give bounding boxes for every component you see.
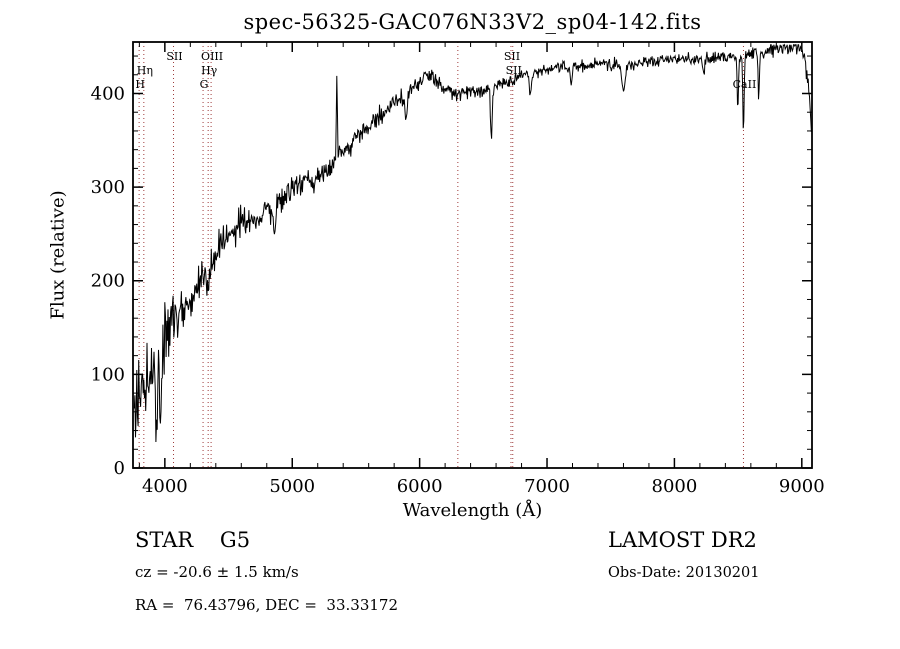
line-marker-label: H [135,78,145,91]
x-tick-label: 8000 [652,476,698,497]
line-marker-label: SII [504,50,520,63]
y-tick-label: 100 [91,364,125,385]
x-tick-label: 4000 [142,476,188,497]
y-tick-label: 400 [91,83,125,104]
y-tick-label: 200 [91,271,125,292]
line-marker-label: Hγ [201,64,218,77]
line-marker-label: G [200,78,209,91]
x-tick-label: 5000 [269,476,315,497]
y-tick-label: 300 [91,177,125,198]
survey-text: LAMOST DR2 [608,528,757,552]
line-marker-label: SII [166,50,182,63]
x-tick-label: 9000 [779,476,825,497]
classification-text: STAR G5 [135,528,251,552]
obs-date-text: Obs-Date: 20130201 [608,565,760,581]
y-axis-label: Flux (relative) [47,190,69,320]
y-tick-label: 0 [114,458,125,479]
coordinates-text: RA = 76.43796, DEC = 33.33172 [135,596,399,614]
radial-velocity-text: cz = -20.6 ± 1.5 km/s [135,563,299,581]
plot-title: spec-56325-GAC076N33V2_sp04-142.fits [243,10,702,34]
line-marker-label: Hη [137,64,153,77]
x-tick-label: 7000 [524,476,570,497]
line-marker-label: OIII [201,50,223,63]
x-axis-label: Wavelength (Å) [402,500,543,521]
line-marker-label: SII [506,64,522,77]
x-tick-label: 6000 [397,476,443,497]
